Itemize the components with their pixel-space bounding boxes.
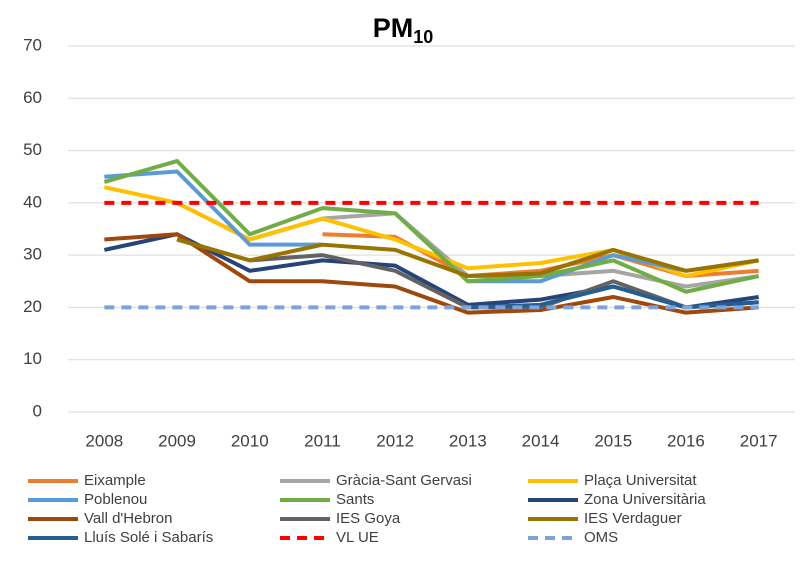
x-tick-label: 2009	[158, 431, 196, 450]
x-tick-label: 2011	[304, 431, 341, 450]
x-tick-label: 2013	[449, 431, 487, 450]
x-tick-label: 2016	[667, 431, 705, 450]
legend-text: IES Verdaguer	[584, 510, 682, 527]
chart-title: PM10	[373, 13, 434, 47]
y-tick-label: 0	[33, 401, 42, 420]
x-tick-label: 2017	[740, 431, 778, 450]
legend-text: VL UE	[336, 529, 379, 546]
legend-text: Plaça Universitat	[584, 472, 697, 489]
legend-text: Eixample	[84, 472, 146, 489]
legend-text: Sants	[336, 491, 374, 508]
x-tick-label: 2015	[594, 431, 632, 450]
series-line	[104, 232, 759, 315]
x-tick-label: 2008	[85, 431, 123, 450]
y-tick-label: 20	[23, 297, 42, 316]
legend-text: Zona Universitària	[584, 491, 706, 508]
y-tick-label: 50	[23, 140, 42, 159]
x-tick-label: 2014	[522, 431, 560, 450]
title-subscript: 10	[413, 27, 433, 47]
x-tick-label: 2010	[231, 431, 269, 450]
legend-text: Vall d'Hebron	[84, 510, 172, 527]
series-line	[176, 237, 759, 279]
legend-text: IES Goya	[336, 510, 401, 527]
y-tick-label: 40	[23, 192, 42, 211]
x-tick-label: 2012	[376, 431, 414, 450]
y-tick-label: 60	[23, 88, 42, 107]
y-tick-label: 70	[23, 35, 42, 54]
y-tick-label: 10	[23, 349, 42, 368]
title-main: PM	[373, 13, 414, 43]
legend-text: Lluís Solé i Sabarís	[84, 529, 213, 546]
legend-text: Gràcia-Sant Gervasi	[336, 472, 472, 489]
legend-text: Poblenou	[84, 491, 147, 508]
series-line	[103, 159, 760, 294]
y-tick-label: 30	[23, 245, 42, 264]
legend-text: OMS	[584, 529, 618, 546]
